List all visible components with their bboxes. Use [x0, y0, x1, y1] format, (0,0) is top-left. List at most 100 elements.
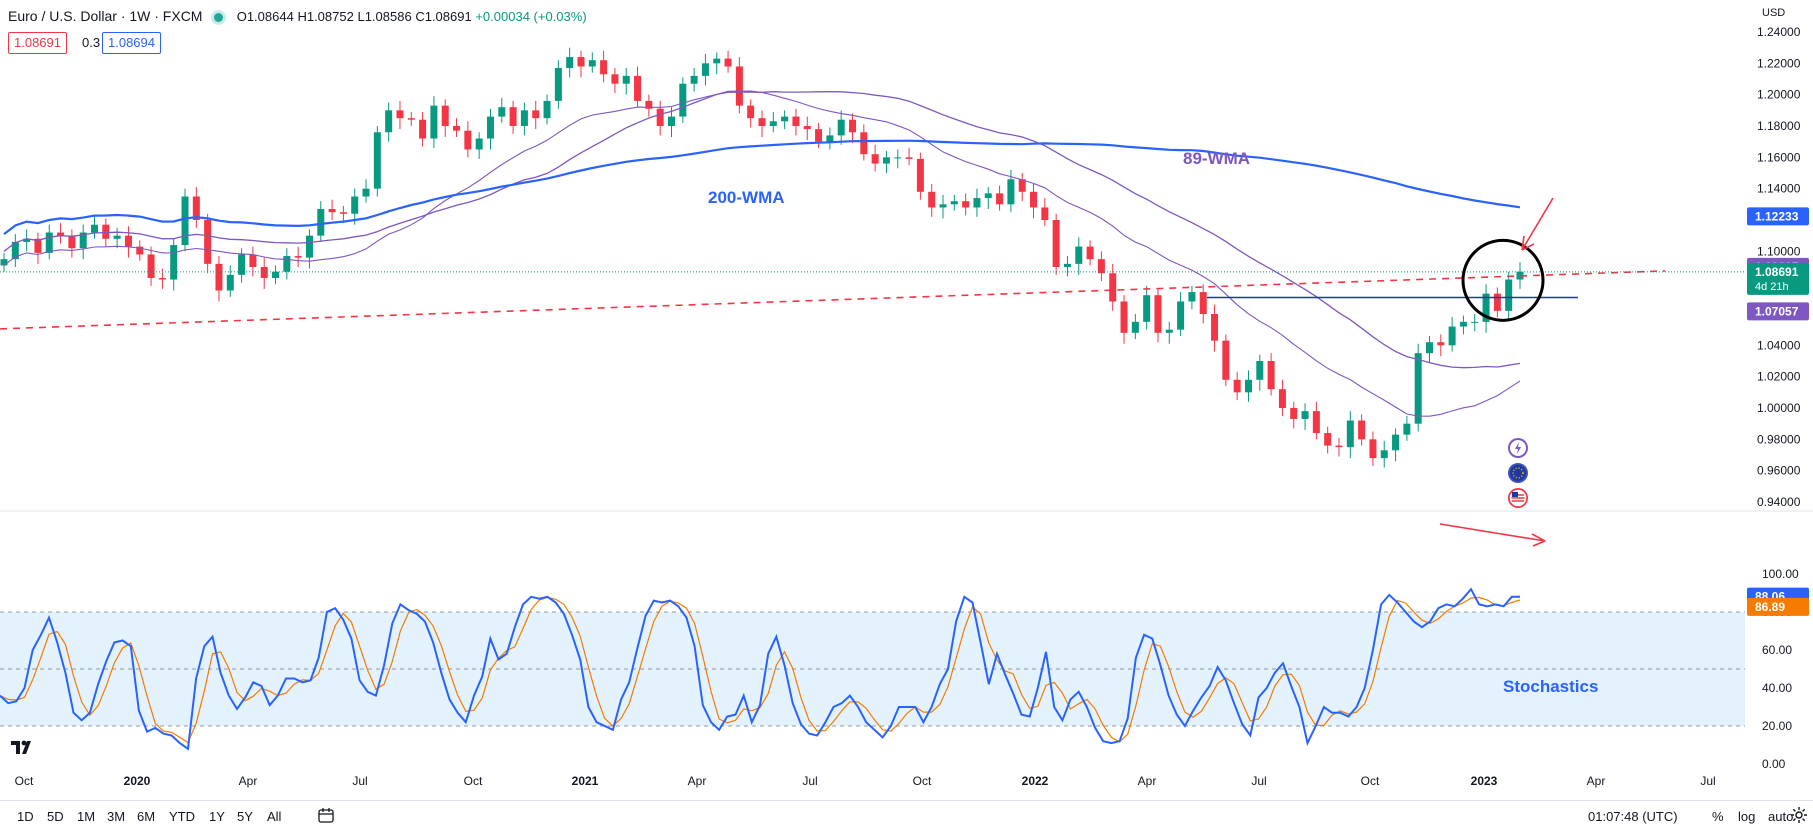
divergence-arrow	[1439, 523, 1546, 547]
candle-body	[1131, 321, 1139, 333]
candle-body	[860, 132, 868, 155]
candle-body	[45, 232, 53, 253]
candle-body	[1030, 191, 1038, 208]
chart-header: Euro / U.S. Dollar · 1W · FXCM O1.08644 …	[8, 8, 587, 24]
candle-body	[1312, 411, 1320, 434]
sell-price-button[interactable]: 1.08691	[8, 32, 67, 54]
date-range-icon[interactable]	[317, 807, 335, 828]
settings-gear-icon[interactable]	[1790, 806, 1808, 827]
candle-body	[1211, 314, 1219, 341]
clock-time[interactable]: 01:07:48 (UTC)	[1588, 809, 1678, 824]
stoch-tick-label: 40.00	[1762, 681, 1792, 695]
candle-body	[509, 107, 517, 126]
candle-body	[871, 154, 879, 164]
candle-body	[1097, 259, 1105, 274]
candle-body	[532, 110, 540, 119]
candle-body	[1086, 246, 1094, 260]
stochastic-pane[interactable]	[0, 587, 1745, 751]
range-1m[interactable]: 1M	[77, 809, 96, 824]
candle-body	[407, 118, 415, 120]
candle-body	[1244, 379, 1252, 393]
range-ytd[interactable]: YTD	[169, 809, 195, 824]
candle-body	[792, 116, 800, 126]
eu-flag-event-icon[interactable]	[1508, 463, 1528, 483]
candle-body	[656, 108, 664, 126]
wma89-annotation: 89-WMA	[1183, 149, 1250, 168]
stoch-k-line	[0, 587, 1520, 751]
candle-body	[690, 75, 698, 84]
candle-body	[68, 235, 76, 249]
candle-body	[23, 238, 31, 242]
ohlc-values: O1.08644 H1.08752 L1.08586 C1.08691 +0.0…	[237, 9, 587, 24]
chart-canvas[interactable]: Oct 2020 Apr Jul Oct 2021 Apr Jul Oct 2022 Apr Jul O…	[0, 0, 1813, 800]
price-tick-label: 1.16000	[1757, 150, 1801, 164]
range-1d[interactable]: 1D	[17, 809, 34, 824]
log-toggle[interactable]: log	[1738, 809, 1756, 824]
stoch-tick-label: 20.00	[1762, 719, 1792, 733]
close-value: C1.08691	[415, 9, 472, 24]
candle-body	[1063, 263, 1071, 267]
candle-body	[57, 232, 65, 236]
buy-price-button[interactable]: 1.08694	[102, 32, 161, 54]
range-3m[interactable]: 3M	[107, 809, 126, 824]
wma-secondary-line	[3, 90, 1521, 417]
range-5y[interactable]: 5Y	[237, 809, 253, 824]
candle-body	[520, 110, 528, 126]
us-flag-event-icon[interactable]	[1508, 488, 1528, 508]
candle-body	[1278, 389, 1286, 408]
candle-body	[1380, 450, 1388, 459]
time-tick-label: Jul	[1251, 774, 1266, 788]
earnings-event-icon[interactable]	[1508, 438, 1528, 458]
tradingview-logo-icon[interactable]	[10, 738, 36, 758]
candle-body	[815, 129, 823, 142]
percent-toggle[interactable]: %	[1712, 809, 1724, 824]
price-tick-label: 1.10000	[1757, 244, 1801, 258]
price-pane[interactable]	[0, 47, 1745, 468]
candle-body	[453, 126, 461, 131]
time-tick-label: 2020	[124, 774, 151, 788]
candle-body	[950, 201, 958, 205]
time-tick-label: Apr	[239, 774, 258, 788]
candle-body	[1007, 179, 1015, 205]
stochastics-annotation: Stochastics	[1503, 677, 1598, 696]
candle-body	[1222, 340, 1230, 380]
candle-body	[939, 204, 947, 208]
range-all[interactable]: All	[267, 809, 282, 824]
candle-body	[396, 110, 404, 119]
candle-body	[1075, 246, 1083, 264]
stoch-d-tag-bg	[1747, 597, 1809, 616]
market-open-icon	[214, 13, 224, 23]
high-value: H1.08752	[297, 9, 354, 24]
candle-body	[1177, 301, 1185, 330]
range-6m[interactable]: 6M	[137, 809, 156, 824]
range-1y[interactable]: 1Y	[209, 809, 225, 824]
candle-body	[1233, 379, 1241, 393]
symbol-title[interactable]: Euro / U.S. Dollar · 1W · FXCM	[8, 8, 203, 24]
range-5d[interactable]: 5D	[47, 809, 64, 824]
candle-body	[419, 119, 427, 139]
candle-body	[1358, 420, 1366, 440]
support-trendline	[0, 270, 1666, 330]
candle-body	[339, 212, 347, 214]
candle-body	[645, 100, 653, 109]
candle-body	[1471, 321, 1479, 323]
time-tick-label: Oct	[913, 774, 932, 788]
candle-body	[147, 254, 155, 278]
price-axis[interactable]: 1.24000 1.22000 1.20000 1.18000 1.16000 1.140…	[1747, 7, 1809, 509]
auto-toggle[interactable]: auto	[1768, 809, 1794, 824]
candle-body	[701, 63, 709, 76]
stoch-d-tag: 86.89	[1755, 600, 1785, 614]
time-axis[interactable]: Oct 2020 Apr Jul Oct 2021 Apr Jul Oct 2022 Apr Jul O…	[15, 774, 1716, 788]
open-value: O1.08644	[236, 9, 294, 24]
candle-body	[373, 132, 381, 189]
candle-body	[1437, 342, 1445, 346]
candle-body	[464, 130, 472, 150]
candle-body	[1346, 420, 1354, 448]
candle-body	[113, 235, 121, 239]
stoch-tick-label: 100.00	[1762, 567, 1799, 581]
candle-body	[294, 256, 302, 258]
candle-body	[1301, 411, 1309, 419]
candle-body	[249, 254, 257, 267]
low-value: L1.08586	[357, 9, 412, 24]
